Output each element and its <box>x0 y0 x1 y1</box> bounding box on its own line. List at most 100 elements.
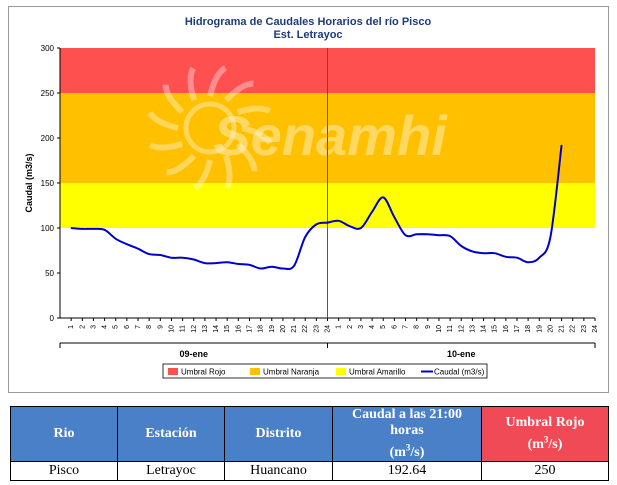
header-caudal-label: Caudal a las 21:00 horas <box>351 407 463 439</box>
chart-subtitle: Est. Letrayoc <box>273 29 342 41</box>
x-tick-label: 9 <box>425 325 432 329</box>
data-point <box>293 265 295 267</box>
x-tick-label: 22 <box>302 325 309 333</box>
data-point <box>527 261 529 263</box>
header-umbral-unit: (m3/s) <box>527 434 563 452</box>
data-point <box>126 243 128 245</box>
x-tick-label: 17 <box>246 325 253 333</box>
y-tick-label: 150 <box>41 179 55 188</box>
x-tick-label: 19 <box>536 325 543 333</box>
data-point <box>371 211 373 213</box>
x-tick-label: 23 <box>313 325 320 333</box>
data-point <box>560 144 563 146</box>
x-tick-label: 5 <box>113 325 120 329</box>
data-point <box>226 261 228 263</box>
data-point <box>549 236 552 238</box>
data-point <box>148 253 150 255</box>
data-point <box>404 234 407 236</box>
table-row: Pisco Letrayoc Huancano 192.64 250 <box>10 461 609 481</box>
data-point <box>248 264 251 266</box>
y-tick-label: 100 <box>41 224 55 233</box>
x-tick-label: 10 <box>436 325 443 333</box>
legend-box <box>162 363 488 379</box>
x-tick-label: 14 <box>481 325 488 333</box>
day-label: 10-ene <box>447 349 476 359</box>
data-point <box>115 238 117 240</box>
data-point <box>260 267 262 270</box>
table-header-row: Rio Estación Distrito Caudal a las 21:00… <box>10 406 609 462</box>
data-point <box>471 250 473 252</box>
y-axis-label: Caudal (m3/s) <box>24 153 34 212</box>
data-point <box>81 228 83 230</box>
x-tick-label: 22 <box>570 325 577 333</box>
watermark-sun-icon <box>147 65 273 191</box>
legend-label-2: Umbral Naranja <box>263 368 320 377</box>
legend-label-3: Umbral Amarillo <box>349 368 406 377</box>
data-point <box>516 257 518 259</box>
x-tick-label: 16 <box>235 325 242 333</box>
x-tick-label: 21 <box>291 325 298 333</box>
data-point <box>416 233 418 235</box>
x-tick-label: 1 <box>336 325 343 329</box>
data-point <box>170 257 173 259</box>
cell-estacion: Letrayoc <box>117 461 225 481</box>
data-point <box>449 235 451 237</box>
legend-swatch-1 <box>168 368 178 375</box>
cell-rio: Pisco <box>10 461 118 481</box>
x-tick-label: 15 <box>224 325 231 333</box>
station-info-table: Rio Estación Distrito Caudal a las 21:00… <box>10 406 609 481</box>
x-tick-label: 18 <box>525 325 532 333</box>
cell-umbral-rojo: 250 <box>481 461 609 481</box>
x-tick-label: 7 <box>135 325 142 329</box>
x-tick-label: 6 <box>391 325 398 329</box>
data-point <box>427 233 429 235</box>
x-tick-label: 18 <box>258 325 265 333</box>
x-tick-label: 24 <box>592 325 599 333</box>
day-label: 09-ene <box>179 349 208 359</box>
x-tick-label: 11 <box>180 325 187 332</box>
data-point <box>204 262 206 264</box>
x-tick-label: 8 <box>414 325 421 329</box>
data-point <box>538 257 540 259</box>
header-umbral-rojo: Umbral Rojo (m3/s) <box>481 406 609 462</box>
x-tick-label: 12 <box>458 325 465 333</box>
x-tick-label: 14 <box>213 325 220 333</box>
legend-swatch-2 <box>250 368 260 375</box>
x-tick-label: 23 <box>581 325 588 333</box>
legend-swatch-3 <box>336 368 346 375</box>
cell-distrito: Huancano <box>224 461 333 481</box>
data-point <box>237 263 239 265</box>
legend-label-1: Umbral Rojo <box>181 368 226 377</box>
data-point <box>482 252 485 254</box>
chart-title: Hidrograma de Caudales Horarios del río … <box>185 16 432 28</box>
x-tick-label: 10 <box>168 325 175 333</box>
legend-label-4: Caudal (m3/s) <box>434 368 485 377</box>
data-point <box>193 258 195 261</box>
header-estacion: Estación <box>117 406 225 462</box>
x-tick-label: 19 <box>269 325 276 333</box>
data-point <box>92 228 95 230</box>
y-tick-label: 300 <box>41 44 55 53</box>
x-tick-label: 12 <box>191 325 198 333</box>
y-tick-label: 250 <box>41 89 55 98</box>
data-point <box>159 254 161 256</box>
x-tick-label: 15 <box>492 325 499 333</box>
data-point <box>460 245 462 247</box>
x-tick-label: 5 <box>380 325 387 329</box>
x-tick-label: 20 <box>547 325 554 333</box>
x-tick-label: 13 <box>469 325 476 333</box>
x-tick-label: 9 <box>157 325 164 329</box>
data-point <box>505 256 507 258</box>
x-tick-label: 2 <box>79 325 86 329</box>
header-rio: Rio <box>10 406 118 462</box>
x-tick-label: 11 <box>447 325 454 332</box>
data-point <box>271 266 273 268</box>
data-point <box>326 222 329 224</box>
data-point <box>393 216 395 218</box>
y-tick-label: 50 <box>45 269 54 278</box>
data-point <box>215 262 217 264</box>
header-umbral-label: Umbral Rojo <box>505 415 585 431</box>
x-tick-label: 20 <box>280 325 287 333</box>
x-tick-label: 7 <box>403 325 410 329</box>
x-tick-label: 3 <box>358 325 365 329</box>
